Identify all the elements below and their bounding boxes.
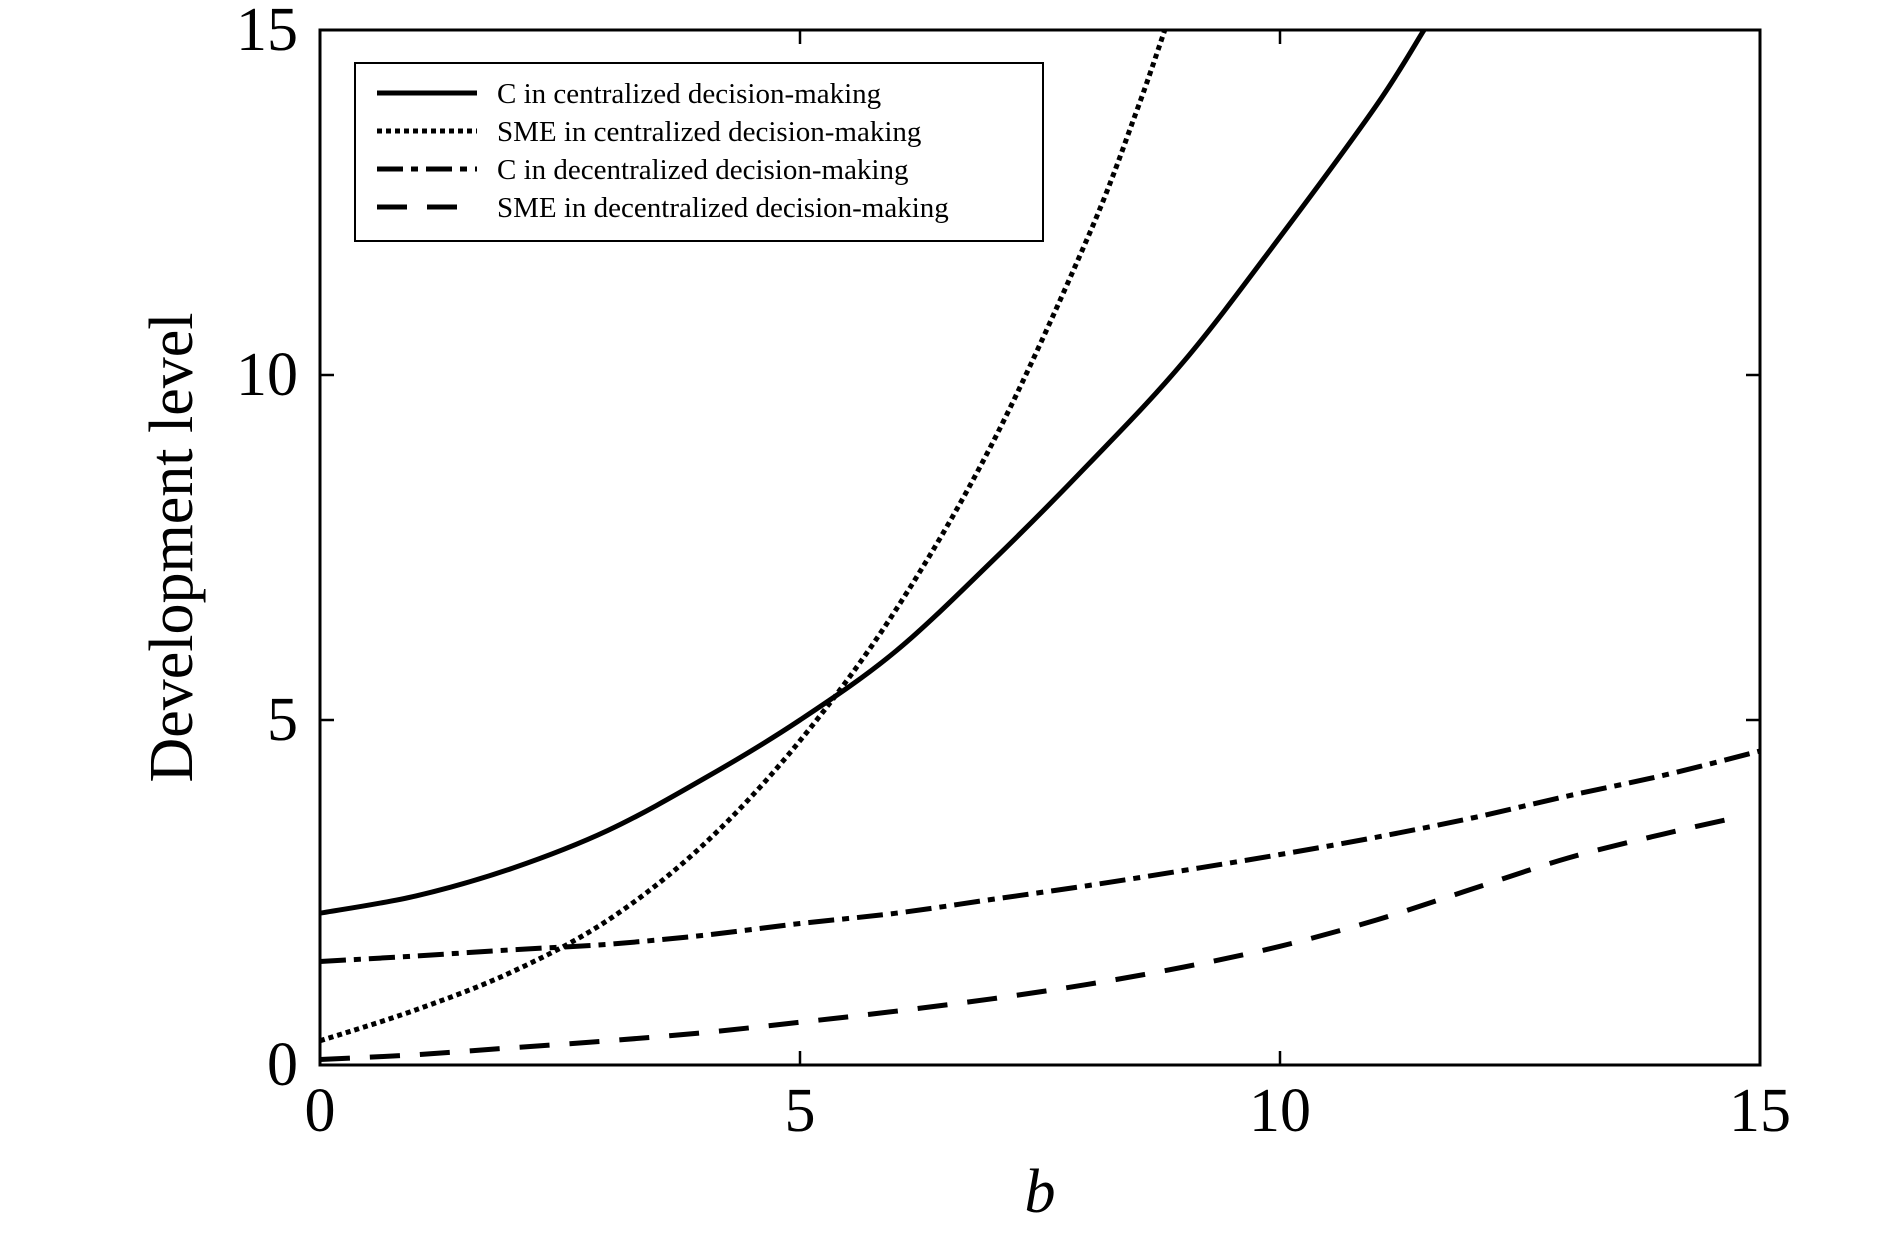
tick-labels: 0 5 10 15 0 5 10 15 xyxy=(236,0,1791,1145)
series-line-3 xyxy=(320,748,1760,964)
legend: C in centralized decision-making SME in c… xyxy=(354,62,1044,242)
legend-items: C in centralized decision-making SME in c… xyxy=(377,78,949,224)
tick-marks xyxy=(318,28,1762,1067)
series-layer xyxy=(320,30,1760,1062)
x-tick-label: 5 xyxy=(785,1077,816,1145)
plot-area-frame xyxy=(318,28,1762,1067)
series-line-2 xyxy=(320,30,1168,1044)
y-tick-label: 5 xyxy=(267,686,298,754)
x-tick-label: 15 xyxy=(1729,1077,1791,1145)
y-tick-label: 0 xyxy=(267,1031,298,1099)
series-line-4 xyxy=(320,814,1742,1062)
x-tick-label: 10 xyxy=(1249,1077,1311,1145)
x-tick-label: 0 xyxy=(305,1077,336,1145)
legend-label-1: C in centralized decision-making xyxy=(497,78,881,110)
legend-label-4: SME in decentralized decision-making xyxy=(497,192,949,224)
x-axis-label: b xyxy=(1025,1158,1056,1226)
y-tick-label: 10 xyxy=(236,341,298,409)
legend-label-2: SME in centralized decision-making xyxy=(497,116,921,148)
y-axis-label: Development level xyxy=(138,313,206,783)
series-line-1 xyxy=(320,30,1427,916)
legend-label-3: C in decentralized decision-making xyxy=(497,154,909,186)
y-tick-label: 15 xyxy=(236,0,298,64)
